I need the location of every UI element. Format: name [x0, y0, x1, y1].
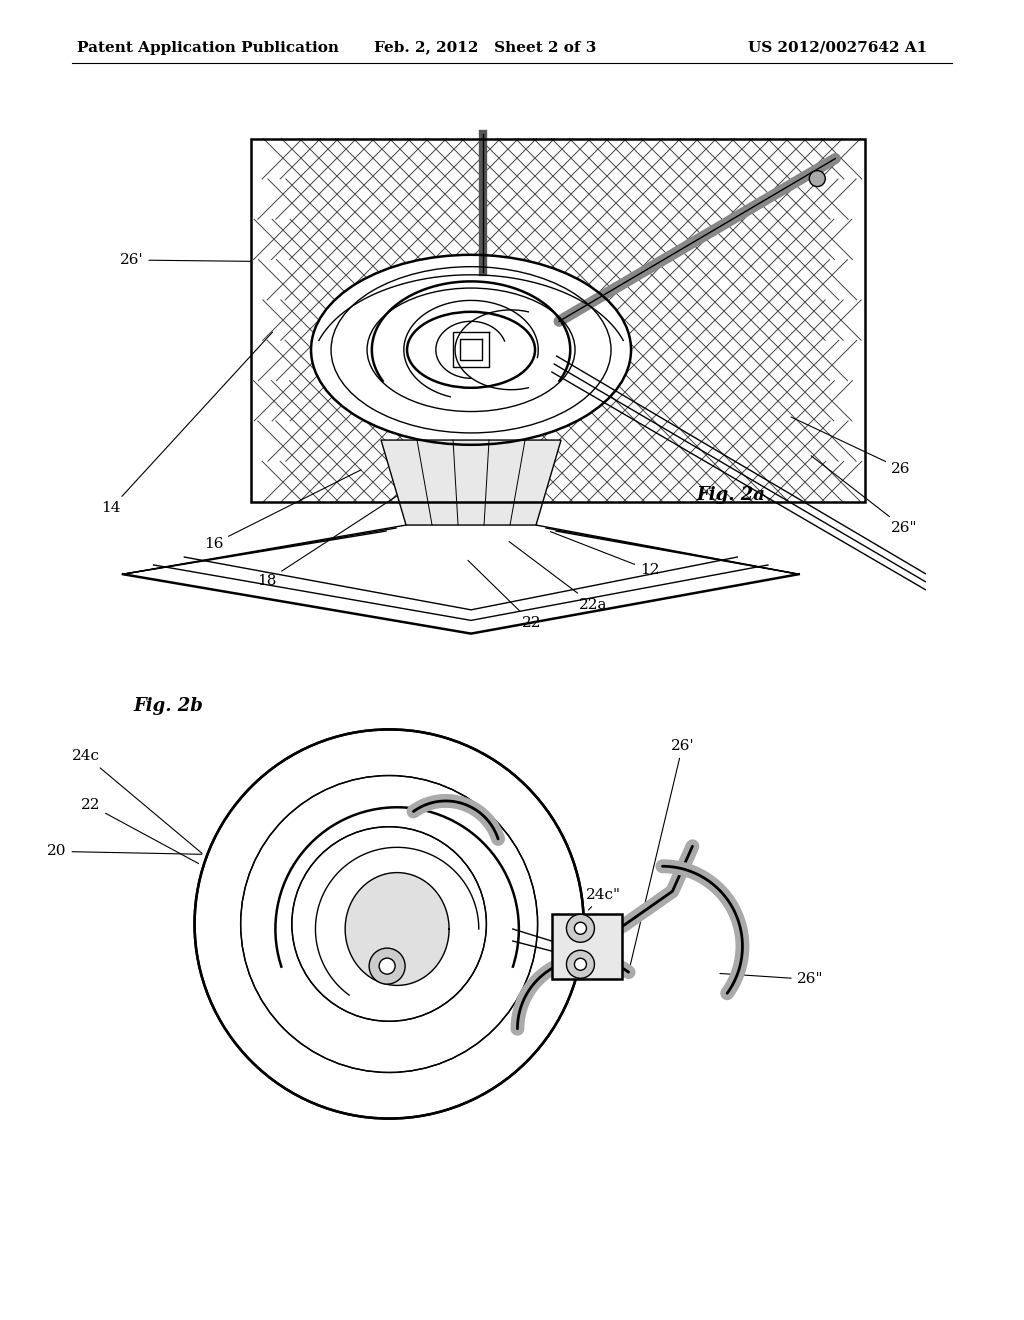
- Text: Feb. 2, 2012   Sheet 2 of 3: Feb. 2, 2012 Sheet 2 of 3: [374, 41, 596, 54]
- Circle shape: [574, 958, 587, 970]
- Text: 16: 16: [204, 470, 361, 550]
- Ellipse shape: [311, 255, 631, 445]
- Text: 22: 22: [81, 799, 253, 894]
- Text: 24c': 24c': [356, 841, 427, 981]
- Text: 12: 12: [551, 532, 659, 577]
- Text: 26": 26": [811, 455, 918, 535]
- Text: Fig. 2b: Fig. 2b: [133, 697, 203, 715]
- Circle shape: [809, 170, 825, 186]
- Text: 18: 18: [257, 492, 402, 587]
- Text: 26: 26: [499, 821, 550, 981]
- Polygon shape: [553, 913, 623, 978]
- Text: 26": 26": [720, 973, 823, 986]
- Text: 26': 26': [120, 253, 251, 267]
- Text: 24c: 24c: [73, 750, 318, 952]
- Text: 26: 26: [791, 417, 910, 475]
- Circle shape: [369, 948, 406, 985]
- Text: Fig. 2a: Fig. 2a: [696, 486, 765, 504]
- Text: US 2012/0027642 A1: US 2012/0027642 A1: [748, 41, 927, 54]
- Text: 22a: 22a: [509, 541, 607, 611]
- Text: 24c": 24c": [564, 888, 621, 935]
- Text: 26': 26': [629, 739, 694, 969]
- Text: 20: 20: [47, 845, 280, 858]
- Circle shape: [574, 923, 587, 935]
- Circle shape: [379, 958, 395, 974]
- Text: 22: 22: [468, 560, 542, 630]
- Polygon shape: [381, 440, 561, 525]
- Polygon shape: [345, 873, 450, 986]
- Text: 14: 14: [101, 333, 272, 515]
- Circle shape: [566, 950, 595, 978]
- Text: 22a: 22a: [225, 851, 389, 928]
- Circle shape: [189, 725, 589, 1123]
- Circle shape: [566, 915, 595, 942]
- Text: Patent Application Publication: Patent Application Publication: [77, 41, 339, 54]
